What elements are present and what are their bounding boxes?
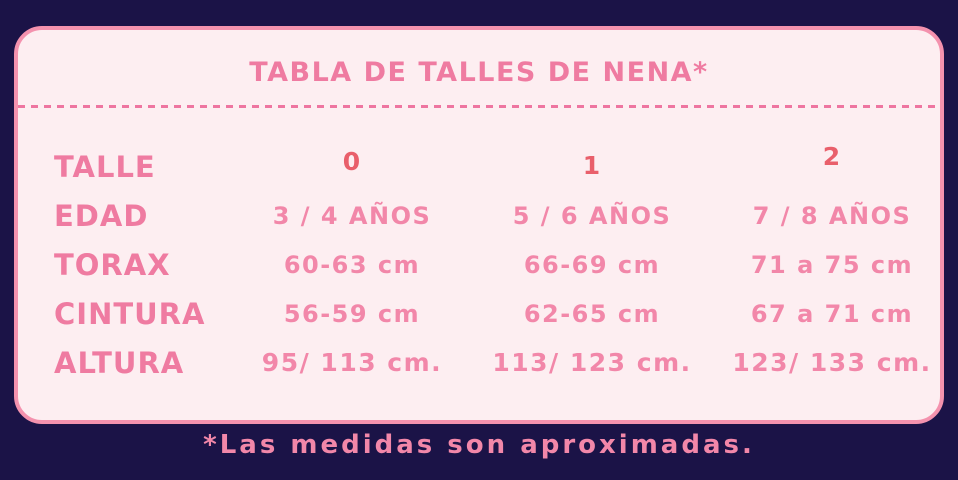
cell-edad-2: 7 / 8 AÑOS <box>752 201 912 230</box>
cell-talle-0: 0 <box>342 147 362 176</box>
row-label-altura: ALTURA <box>54 345 185 380</box>
cell-altura-2: 123/ 133 cm. <box>732 348 932 377</box>
chart-title: TABLA DE TALLES DE NENA* <box>249 57 709 88</box>
cell-cintura-1: 62-65 cm <box>523 299 661 328</box>
row-label-cintura: CINTURA <box>54 296 206 331</box>
cell-torax-2: 71 a 75 cm <box>750 250 914 279</box>
cell-altura-0: 95/ 113 cm. <box>261 348 443 377</box>
dashed-divider <box>18 105 940 108</box>
size-chart-card: TABLA DE TALLES DE NENA* TALLE 0 1 2 EDA… <box>14 26 944 424</box>
row-label-torax: TORAX <box>54 247 171 282</box>
row-label-talle: TALLE <box>54 149 156 184</box>
table-row-talle: TALLE 0 1 2 <box>54 142 940 191</box>
cell-edad-1: 5 / 6 AÑOS <box>512 201 672 230</box>
cell-talle-1: 1 <box>582 151 602 180</box>
cell-altura-1: 113/ 123 cm. <box>492 348 692 377</box>
cell-edad-0: 3 / 4 AÑOS <box>272 201 432 230</box>
cell-torax-1: 66-69 cm <box>523 250 661 279</box>
cell-talle-2: 2 <box>822 142 842 171</box>
table-row-edad: EDAD 3 / 4 AÑOS 5 / 6 AÑOS 7 / 8 AÑOS <box>54 191 940 240</box>
size-table: TALLE 0 1 2 EDAD 3 / 4 AÑOS 5 / 6 AÑOS 7… <box>54 142 940 387</box>
table-row-cintura: CINTURA 56-59 cm 62-65 cm 67 a 71 cm <box>54 289 940 338</box>
table-row-altura: ALTURA 95/ 113 cm. 113/ 123 cm. 123/ 133… <box>54 338 940 387</box>
cell-cintura-0: 56-59 cm <box>283 299 421 328</box>
cell-torax-0: 60-63 cm <box>283 250 421 279</box>
table-row-torax: TORAX 60-63 cm 66-69 cm 71 a 75 cm <box>54 240 940 289</box>
cell-cintura-2: 67 a 71 cm <box>750 299 914 328</box>
row-label-edad: EDAD <box>54 198 149 233</box>
footnote: *Las medidas son aproximadas. <box>203 430 755 460</box>
